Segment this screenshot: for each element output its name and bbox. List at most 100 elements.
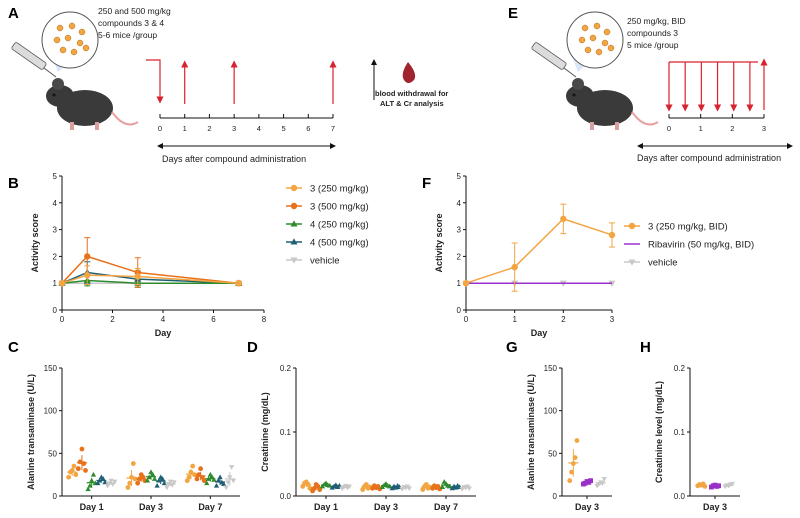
chart-f-activity-score: 0 1 2 3 4 5 0 1 2 3 Day Activity score 3 (250 mg/kg,… xyxy=(434,172,754,338)
y-tick-label: 0 xyxy=(553,492,558,501)
blood-text-2: ALT & Cr analysis xyxy=(380,99,444,108)
data-point xyxy=(230,478,237,484)
y-tick-label: 100 xyxy=(44,407,58,416)
panel-letter-f: F xyxy=(422,175,431,192)
data-point xyxy=(190,463,196,469)
panel-letter-b: B xyxy=(8,175,19,192)
data-point xyxy=(215,477,221,483)
y-tick-label: 3 xyxy=(53,226,58,235)
panel-letter-e: E xyxy=(508,5,518,22)
y-tick-label: 0 xyxy=(53,306,58,315)
legend-label: 3 (250 mg/kg) xyxy=(310,184,369,195)
y-tick-label: 4 xyxy=(53,199,58,208)
timeline-a-tick-label: 6 xyxy=(306,124,310,133)
data-point xyxy=(213,483,220,488)
data-point xyxy=(572,455,578,460)
y-tick-label: 0 xyxy=(53,492,58,501)
data-point xyxy=(560,215,567,223)
syringe-icon-e xyxy=(531,42,577,78)
y-axis-label: Activity score xyxy=(434,213,444,272)
data-point xyxy=(194,476,200,482)
dosing-arrow xyxy=(146,59,164,104)
data-point xyxy=(137,476,142,482)
y-tick-label: 0.0 xyxy=(280,492,292,501)
legend-label: vehicle xyxy=(310,256,340,267)
x-tick-label: 6 xyxy=(211,315,216,324)
data-point xyxy=(134,273,141,280)
data-point xyxy=(151,476,158,481)
series-line xyxy=(465,218,613,284)
timeline-a-tick-label: 4 xyxy=(257,124,261,133)
data-point xyxy=(204,480,210,486)
y-tick-label: 0.1 xyxy=(674,428,686,437)
schematic-a: 250 and 500 mg/kg compounds 3 & 4 5-6 mi… xyxy=(11,6,448,164)
data-point xyxy=(227,475,233,480)
data-point xyxy=(79,446,85,452)
data-point xyxy=(511,263,518,271)
panel-letter-c: C xyxy=(8,339,19,356)
timeline-e-tick-label: 0 xyxy=(667,124,671,133)
data-point xyxy=(608,231,616,239)
data-point xyxy=(85,486,91,492)
legend-label: vehicle xyxy=(648,258,678,269)
data-point xyxy=(406,486,412,492)
data-point xyxy=(423,482,429,487)
data-point xyxy=(601,477,607,482)
data-point xyxy=(90,471,97,477)
legend-label: 4 (500 mg/kg) xyxy=(310,238,369,249)
data-point xyxy=(235,280,242,287)
data-point xyxy=(211,477,217,482)
compound-pellets xyxy=(53,22,90,56)
series-line xyxy=(61,274,239,284)
data-point xyxy=(77,459,83,465)
group-label: Day 3 xyxy=(374,502,398,512)
caption-e: Days after compound administration xyxy=(637,153,781,163)
y-tick-label: 2 xyxy=(53,252,58,261)
timeline-a-tick-label: 0 xyxy=(158,124,162,133)
data-point xyxy=(171,480,177,486)
legend-marker xyxy=(290,202,298,210)
compound-text-a: compounds 3 & 4 xyxy=(98,18,164,28)
data-point xyxy=(135,480,141,486)
data-point xyxy=(201,478,207,484)
data-point xyxy=(346,484,352,490)
y-tick-label: 3 xyxy=(457,226,462,235)
mouse-illustration-e xyxy=(566,78,659,130)
series-line xyxy=(61,279,239,284)
legend-label: 4 (250 mg/kg) xyxy=(310,220,369,231)
y-tick-label: 0.2 xyxy=(674,364,686,373)
y-tick-label: 1 xyxy=(53,279,58,288)
data-point xyxy=(567,478,573,484)
data-point xyxy=(462,280,470,287)
data-point xyxy=(205,476,212,481)
y-tick-label: 150 xyxy=(544,364,558,373)
group-text-a: 5-6 mice /group xyxy=(98,30,157,40)
legend-label: Ribavirin (50 mg/kg, BID) xyxy=(648,240,754,251)
data-point xyxy=(129,474,134,480)
dose-text-a: 250 and 500 mg/kg xyxy=(98,6,171,16)
x-tick-label: 2 xyxy=(110,315,115,324)
data-point xyxy=(146,474,152,480)
timeline-a-tick-label: 7 xyxy=(331,124,335,133)
data-point xyxy=(69,468,75,473)
data-point xyxy=(574,438,580,443)
chart-g-alt: 0 50 100 150 Alanine transaminase (U/L) Day 3 xyxy=(526,364,612,512)
panel-letter-h: H xyxy=(640,339,651,356)
data-point xyxy=(159,476,166,481)
caption-a: Days after compound administration xyxy=(162,154,306,164)
x-tick-label: 8 xyxy=(262,315,267,324)
data-point xyxy=(217,474,223,480)
data-point xyxy=(75,466,81,472)
timeline-e-tick-label: 1 xyxy=(699,124,703,133)
data-point xyxy=(130,461,136,466)
data-point xyxy=(87,483,93,488)
series-line xyxy=(61,255,239,284)
data-point xyxy=(599,481,606,486)
y-tick-label: 0.0 xyxy=(674,492,686,501)
data-point xyxy=(81,461,87,466)
data-point xyxy=(127,480,133,486)
x-tick-label: 3 xyxy=(610,315,615,324)
x-tick-label: 0 xyxy=(60,315,65,324)
timeline-a-tick-label: 5 xyxy=(281,124,285,133)
data-point xyxy=(112,479,118,485)
